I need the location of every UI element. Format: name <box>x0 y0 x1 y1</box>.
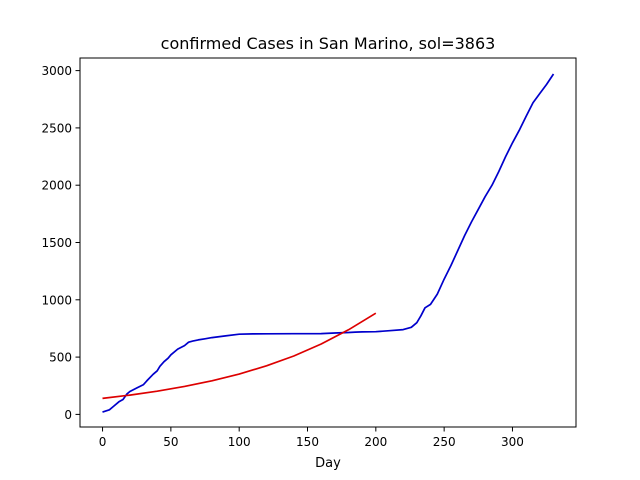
x-tick-label: 200 <box>364 435 387 449</box>
x-tick-label: 0 <box>99 435 107 449</box>
y-tick-label: 1000 <box>41 293 72 307</box>
chart-title: confirmed Cases in San Marino, sol=3863 <box>161 34 496 53</box>
x-axis-label: Day <box>315 456 341 471</box>
plot-frame <box>79 57 577 428</box>
x-tick-label: 150 <box>296 435 319 449</box>
axes-layer: 0 50 100 150 200 250 3000500100015002000250030… <box>41 64 523 449</box>
x-tick-label: 50 <box>163 435 178 449</box>
y-tick-label: 500 <box>49 351 72 365</box>
series-line-0 <box>102 73 555 413</box>
y-tick-label: 2000 <box>41 179 72 193</box>
x-tick-label: 300 <box>501 435 524 449</box>
series-line-1 <box>102 312 377 400</box>
y-tick-label: 2500 <box>41 121 72 135</box>
y-tick-label: 3000 <box>41 64 72 78</box>
series-layer <box>102 73 555 413</box>
y-tick-label: 1500 <box>41 236 72 250</box>
x-tick-label: 100 <box>228 435 251 449</box>
y-tick-label: 0 <box>64 408 72 422</box>
x-tick-label: 250 <box>433 435 456 449</box>
